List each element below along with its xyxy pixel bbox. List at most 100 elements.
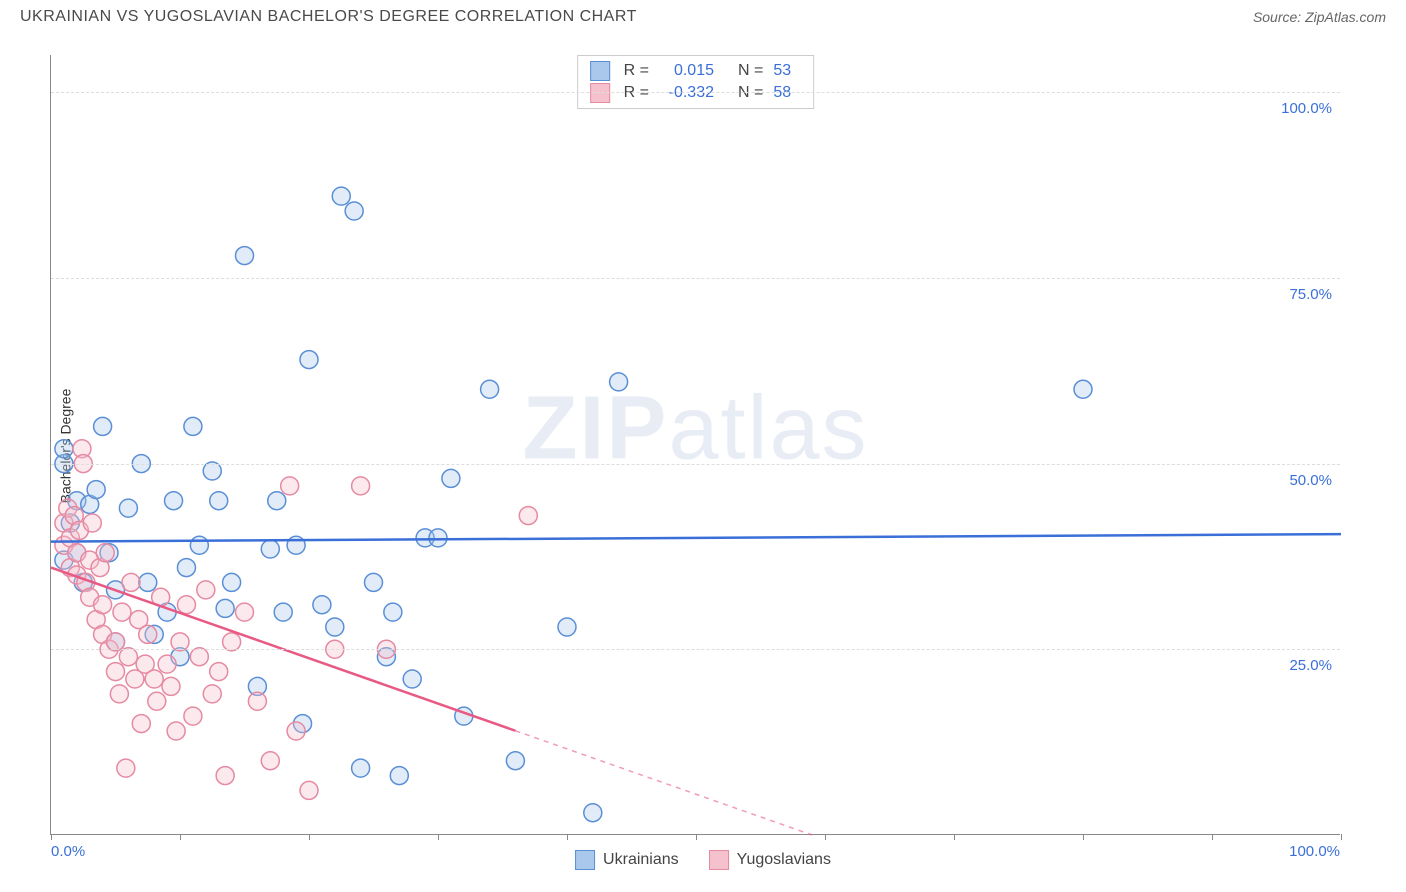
chart-plot-area: ZIPatlas R =0.015N =53R =-0.332N =58 25.… <box>50 55 1340 835</box>
legend-R-label: R = <box>624 62 649 80</box>
data-point <box>210 492 228 510</box>
trend-line-dashed <box>515 731 812 835</box>
data-point <box>210 663 228 681</box>
series-legend: Ukrainians Yugoslavians <box>575 839 831 880</box>
chart-title: UKRAINIAN VS YUGOSLAVIAN BACHELOR'S DEGR… <box>20 8 637 26</box>
x-tick <box>309 834 310 840</box>
data-point <box>558 618 576 636</box>
data-point <box>119 648 137 666</box>
x-tick <box>1083 834 1084 840</box>
data-point <box>429 529 447 547</box>
data-point <box>139 573 157 591</box>
data-point <box>113 603 131 621</box>
data-point <box>274 603 292 621</box>
chart-header: UKRAINIAN VS YUGOSLAVIAN BACHELOR'S DEGR… <box>0 0 1406 30</box>
x-tick <box>954 834 955 840</box>
data-point <box>177 596 195 614</box>
data-point <box>223 573 241 591</box>
x-tick <box>51 834 52 840</box>
data-point <box>268 492 286 510</box>
data-point <box>519 507 537 525</box>
correlation-legend-row: R = 0.015 N = 53 <box>590 60 802 82</box>
data-point <box>145 670 163 688</box>
data-point <box>117 759 135 777</box>
legend-swatch <box>575 850 595 870</box>
y-tick-label: 75.0% <box>1289 286 1332 303</box>
y-tick-label: 50.0% <box>1289 472 1332 489</box>
data-point <box>184 707 202 725</box>
data-point <box>332 187 350 205</box>
scatter-svg <box>51 55 1340 834</box>
data-point <box>94 417 112 435</box>
data-point <box>94 596 112 614</box>
data-point <box>107 663 125 681</box>
correlation-legend: R =0.015N =53R =-0.332N =58 <box>577 55 815 109</box>
data-point <box>390 767 408 785</box>
data-point <box>177 559 195 577</box>
data-point <box>119 499 137 517</box>
data-point <box>236 247 254 265</box>
data-point <box>1074 380 1092 398</box>
data-point <box>165 492 183 510</box>
data-point <box>287 722 305 740</box>
x-tick <box>1341 834 1342 840</box>
data-point <box>345 202 363 220</box>
data-point <box>300 781 318 799</box>
data-point <box>148 692 166 710</box>
x-tick <box>438 834 439 840</box>
data-point <box>584 804 602 822</box>
data-point <box>190 648 208 666</box>
data-point <box>223 633 241 651</box>
data-point <box>96 544 114 562</box>
y-tick-label: 100.0% <box>1281 100 1332 117</box>
data-point <box>261 752 279 770</box>
series-legend-item: Yugoslavians <box>709 850 831 870</box>
legend-N-label: N = <box>738 62 763 80</box>
x-tick <box>567 834 568 840</box>
legend-N-value: 53 <box>773 62 801 80</box>
data-point <box>352 477 370 495</box>
data-point <box>171 633 189 651</box>
x-tick-label: 0.0% <box>51 843 85 860</box>
legend-swatch <box>590 61 610 81</box>
data-point <box>365 573 383 591</box>
data-point <box>107 633 125 651</box>
data-point <box>216 767 234 785</box>
x-tick <box>180 834 181 840</box>
data-point <box>139 625 157 643</box>
legend-R-value: 0.015 <box>659 62 714 80</box>
x-tick-label: 100.0% <box>1289 843 1340 860</box>
data-point <box>384 603 402 621</box>
data-point <box>216 599 234 617</box>
data-point <box>110 685 128 703</box>
data-point <box>248 692 266 710</box>
legend-swatch <box>709 850 729 870</box>
gridline <box>51 649 1340 650</box>
gridline <box>51 92 1340 93</box>
data-point <box>352 759 370 777</box>
data-point <box>610 373 628 391</box>
data-point <box>326 618 344 636</box>
data-point <box>403 670 421 688</box>
source-label: Source: ZipAtlas.com <box>1253 9 1386 25</box>
gridline <box>51 278 1340 279</box>
data-point <box>281 477 299 495</box>
series-name: Yugoslavians <box>737 851 831 869</box>
data-point <box>162 677 180 695</box>
series-legend-item: Ukrainians <box>575 850 679 870</box>
data-point <box>313 596 331 614</box>
data-point <box>203 685 221 703</box>
data-point <box>236 603 254 621</box>
data-point <box>132 715 150 733</box>
data-point <box>442 469 460 487</box>
data-point <box>203 462 221 480</box>
data-point <box>158 655 176 673</box>
data-point <box>261 540 279 558</box>
gridline <box>51 464 1340 465</box>
data-point <box>55 440 73 458</box>
data-point <box>190 536 208 554</box>
data-point <box>87 481 105 499</box>
x-tick <box>1212 834 1213 840</box>
data-point <box>167 722 185 740</box>
data-point <box>481 380 499 398</box>
